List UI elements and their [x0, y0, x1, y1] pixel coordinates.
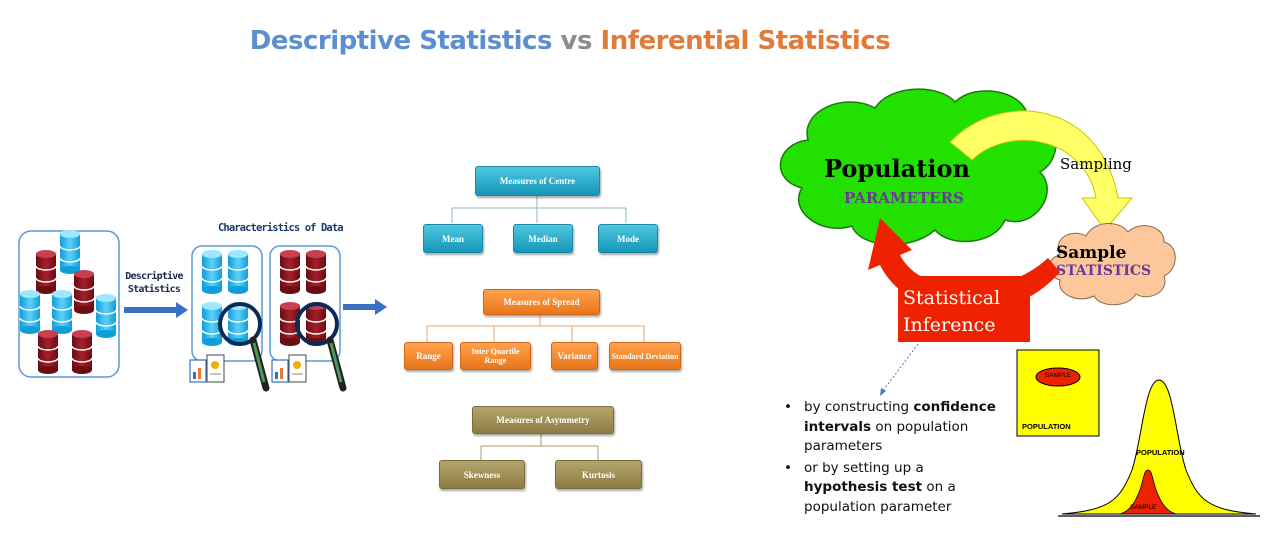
page-title: Descriptive Statistics vs Inferential St… — [0, 26, 1140, 56]
title-vs: vs — [560, 26, 593, 56]
sample-label: Sample — [1056, 243, 1127, 263]
statistics-label: STATISTICS — [1056, 263, 1152, 279]
iqr-box: Inter Quartile Range — [460, 342, 531, 370]
sample-ellipse — [1035, 367, 1081, 387]
sampling-arrow — [949, 110, 1134, 231]
sampling-label: Sampling — [1060, 155, 1132, 173]
population-curve — [1061, 379, 1257, 515]
report-icon — [189, 354, 225, 383]
population-label: Population — [824, 154, 970, 183]
sample-curve — [1119, 469, 1177, 515]
population-box — [1016, 349, 1100, 437]
descriptive-arrow-label: Descriptive Statistics — [125, 271, 183, 295]
variance-box: Variance — [551, 342, 598, 370]
kurtosis-box: Kurtosis — [555, 460, 642, 489]
report-icon — [271, 354, 307, 383]
box-population-label: POPULATION — [1022, 422, 1071, 431]
measures-of-asymmetry-box: Measures of Asymmetry — [472, 406, 614, 434]
curve-sample-label: SAMPLE — [1130, 504, 1157, 511]
box-sample-label: SAMPLE — [1044, 372, 1072, 379]
statistical-inference-label: Statistical Inference — [903, 287, 1001, 336]
magnifier-icon — [218, 302, 270, 392]
measures-of-centre-box: Measures of Centre — [475, 166, 600, 196]
parameters-label: PARAMETERS — [844, 189, 964, 207]
skewness-box: Skewness — [439, 460, 525, 489]
characteristics-title: Characteristics of Data — [218, 222, 344, 234]
tree-connectors — [426, 194, 645, 460]
measures-of-spread-box: Measures of Spread — [483, 289, 600, 315]
title-inferential: Inferential Statistics — [600, 26, 891, 56]
list-item: or by setting up a hypothesis test on a … — [780, 459, 1010, 518]
range-box: Range — [404, 342, 453, 370]
inference-methods-list: by constructing confidence intervals on … — [780, 398, 1010, 517]
statistical-inference-box — [898, 276, 1030, 342]
std-dev-box: Standard Deviation — [609, 342, 681, 370]
sample-cloud — [1048, 223, 1176, 306]
list-item: by constructing confidence intervals on … — [780, 398, 1010, 457]
median-box: Median — [513, 224, 573, 253]
mean-box: Mean — [423, 224, 483, 253]
data-illustration — [18, 229, 387, 392]
mode-box: Mode — [598, 224, 658, 253]
magnifier-icon — [295, 302, 347, 392]
title-descriptive: Descriptive Statistics — [249, 26, 553, 56]
inference-diagram — [779, 88, 1260, 517]
curve-population-label: POPULATION — [1136, 448, 1185, 457]
